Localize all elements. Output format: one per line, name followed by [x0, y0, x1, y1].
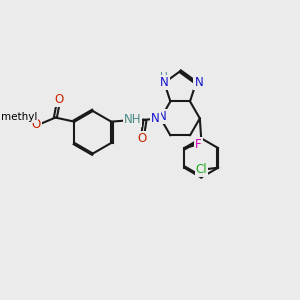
Text: methyl: methyl	[21, 117, 26, 118]
Text: F: F	[195, 138, 202, 151]
Text: O: O	[137, 132, 146, 145]
Text: N: N	[151, 112, 160, 125]
Text: NH: NH	[124, 113, 141, 126]
Text: N: N	[160, 76, 169, 89]
Text: methyl: methyl	[1, 112, 38, 122]
Text: N: N	[158, 110, 167, 123]
Text: H: H	[160, 72, 168, 82]
Text: N: N	[194, 76, 203, 89]
Text: O: O	[55, 93, 64, 106]
Text: O: O	[32, 118, 41, 131]
Text: Cl: Cl	[196, 163, 207, 176]
